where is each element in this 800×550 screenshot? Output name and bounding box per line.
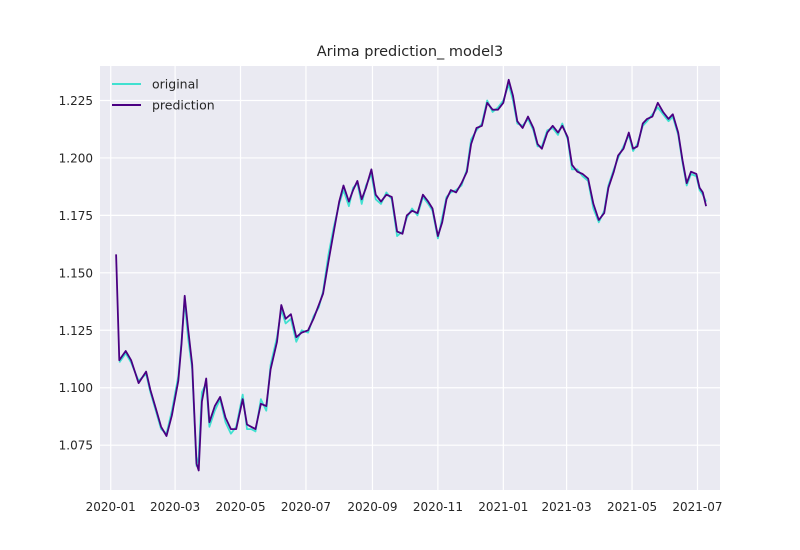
y-axis-ticks: 1.075 1.100 1.125 1.150 1.175 1.200 1.225 (59, 94, 93, 453)
legend-label-prediction: prediction (152, 98, 215, 113)
x-tick-label: 2021-05 (607, 500, 657, 514)
series-line-prediction (115, 78, 707, 472)
legend-label-original: original (152, 77, 199, 92)
x-tick-label: 2020-09 (347, 500, 397, 514)
y-tick-label: 1.125 (59, 324, 93, 338)
y-tick-label: 1.225 (59, 94, 93, 108)
x-axis-ticks: 2020-01 2020-03 2020-05 2020-07 2020-09 2020-… (86, 500, 723, 514)
y-tick-label: 1.100 (59, 381, 93, 395)
x-tick-label: 2020-07 (281, 500, 331, 514)
x-tick-label: 2021-03 (542, 500, 592, 514)
chart-title: Arima prediction_ model3 (317, 44, 504, 60)
x-tick-label: 2021-01 (478, 500, 528, 514)
x-tick-label: 2020-05 (215, 500, 265, 514)
y-tick-label: 1.075 (59, 439, 93, 453)
x-tick-label: 2020-03 (150, 500, 200, 514)
x-tick-label: 2020-01 (86, 500, 136, 514)
y-tick-label: 1.200 (59, 151, 93, 165)
x-tick-label: 2020-11 (413, 500, 463, 514)
y-tick-label: 1.175 (59, 209, 93, 223)
plot-area (100, 66, 720, 490)
x-tick-label: 2021-07 (672, 500, 722, 514)
legend: original prediction (112, 77, 215, 113)
series-layer (115, 78, 707, 472)
y-tick-label: 1.150 (59, 266, 93, 280)
